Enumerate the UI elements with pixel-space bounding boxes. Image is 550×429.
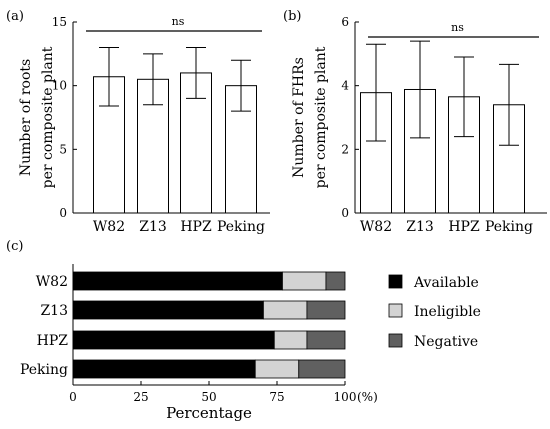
x-tick-label: Z13 [406, 219, 434, 235]
x-axis-label: Percentage [166, 404, 252, 422]
legend-label: Negative [414, 334, 478, 350]
stacked-bar-segment [273, 330, 308, 350]
legend-swatch [388, 303, 403, 318]
x-tick-label: 75 [269, 390, 284, 404]
stacked-bar-segment [325, 271, 346, 291]
y-tick-label: 0 [59, 206, 67, 220]
y-tick-label: 15 [52, 15, 67, 29]
y-axis-label: Number of FHRs [291, 57, 307, 178]
significance-label: ns [451, 21, 464, 34]
x-tick-label: Peking [485, 219, 533, 235]
x-tick-label: HPZ [180, 219, 212, 235]
panel-label: (a) [6, 9, 24, 24]
stacked-bar-segment [306, 330, 346, 350]
stacked-bar-segment [298, 359, 346, 379]
legend-label: Available [413, 275, 479, 291]
stacked-bar-segment [72, 330, 275, 350]
x-tick-label: 50 [201, 390, 216, 404]
significance-label: ns [172, 15, 185, 28]
y-tick-label: HPZ [37, 333, 69, 349]
y-tick-label: 5 [59, 142, 67, 156]
x-axis-unit: (%) [357, 390, 378, 404]
x-tick-label: 25 [133, 390, 148, 404]
panel-label: (b) [283, 9, 301, 24]
stacked-bar-segment [72, 300, 264, 320]
x-tick-label: Z13 [139, 219, 167, 235]
x-tick-label: Peking [217, 219, 265, 235]
panel-label: (c) [6, 239, 23, 254]
stacked-bar-segment [282, 271, 327, 291]
y-tick-label: W82 [36, 274, 68, 290]
x-tick-label: 0 [69, 390, 77, 404]
y-tick-label: 0 [341, 206, 349, 220]
stacked-bar-segment [72, 271, 283, 291]
y-tick-label: 6 [341, 15, 349, 29]
stacked-bar-segment [254, 359, 300, 379]
y-axis-label: Number of roots [18, 59, 34, 176]
stacked-bar-segment [262, 300, 308, 320]
stacked-bar-segment [306, 300, 346, 320]
y-axis-label: per composite plant [40, 46, 56, 188]
y-tick-label: Peking [20, 362, 68, 378]
x-tick-label: 100 [334, 390, 357, 404]
legend-label: Ineligible [414, 304, 481, 320]
y-tick-label: Z13 [40, 303, 68, 319]
x-tick-label: W82 [360, 219, 392, 235]
y-axis-label: per composite plant [313, 46, 329, 188]
y-tick-label: 10 [52, 79, 67, 93]
y-tick-label: 4 [341, 79, 349, 93]
x-tick-label: W82 [93, 219, 125, 235]
stacked-bar-segment [72, 359, 256, 379]
legend-swatch [388, 274, 403, 289]
y-tick-label: 2 [341, 142, 349, 156]
x-tick-label: HPZ [448, 219, 480, 235]
legend-swatch [388, 333, 403, 348]
